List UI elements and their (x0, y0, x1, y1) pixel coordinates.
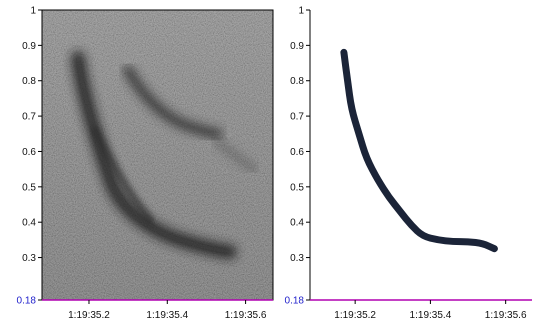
trace-ytick-label: 0.9 (290, 41, 304, 52)
spectrogram-xtick-label: 1:19:35.4 (146, 310, 188, 321)
trace-ytick-label: 0.8 (290, 76, 304, 87)
trace-ytick-label: 0.4 (290, 218, 304, 229)
trace-curve (340, 48, 498, 253)
trace-ytick-label: 0.6 (290, 147, 304, 158)
spectrogram-ytick-label: 0.4 (22, 218, 36, 229)
trace-ytick-label: 0.3 (290, 253, 304, 264)
trace-xtick-label: 1:19:35.6 (485, 310, 527, 321)
spectrogram-band-mid (91, 126, 154, 224)
trace-ytick-label: 0.18 (285, 296, 305, 307)
trace-xtick-label: 1:19:35.2 (334, 310, 376, 321)
trace-xtick-label: 1:19:35.4 (410, 310, 452, 321)
spectrogram-band-right (212, 137, 258, 173)
spectrogram-xtick-label: 1:19:35.2 (68, 310, 110, 321)
spectrogram-band-upper (123, 65, 223, 139)
trace-panel: 0.18 0.3 0.4 0.5 0.6 0.7 0.8 0.9 1 1:19:35.2 1:19:… (285, 6, 532, 322)
spectrogram-band-main (71, 51, 237, 259)
spectrogram-ytick-label: 1 (30, 6, 36, 17)
trace-axes: 0.18 0.3 0.4 0.5 0.6 0.7 0.8 0.9 1 1:19:35.2 1:19:… (285, 6, 527, 322)
spectrogram-ytick-label: 0.7 (22, 112, 36, 123)
trace-ytick-label: 1 (298, 6, 304, 17)
trace-ytick-label: 0.5 (290, 182, 304, 193)
spectrogram-ytick-label: 0.6 (22, 147, 36, 158)
spectrogram-panel: 0.18 0.3 0.4 0.5 0.6 0.7 0.8 0.9 1 1:19:35.2 1:19:… (17, 6, 274, 322)
spectrogram-ytick-label: 0.8 (22, 76, 36, 87)
spectrogram-ytick-label: 0.5 (22, 182, 36, 193)
spectrogram-ytick-label: 0.9 (22, 41, 36, 52)
spectrogram-ytick-label: 0.18 (17, 296, 37, 307)
spectrogram-xtick-label: 1:19:35.6 (225, 310, 267, 321)
trace-ytick-label: 0.7 (290, 112, 304, 123)
spectrogram-axes: 0.18 0.3 0.4 0.5 0.6 0.7 0.8 0.9 1 1:19:35.2 1:19:… (17, 6, 267, 322)
spectrogram-ytick-label: 0.3 (22, 253, 36, 264)
